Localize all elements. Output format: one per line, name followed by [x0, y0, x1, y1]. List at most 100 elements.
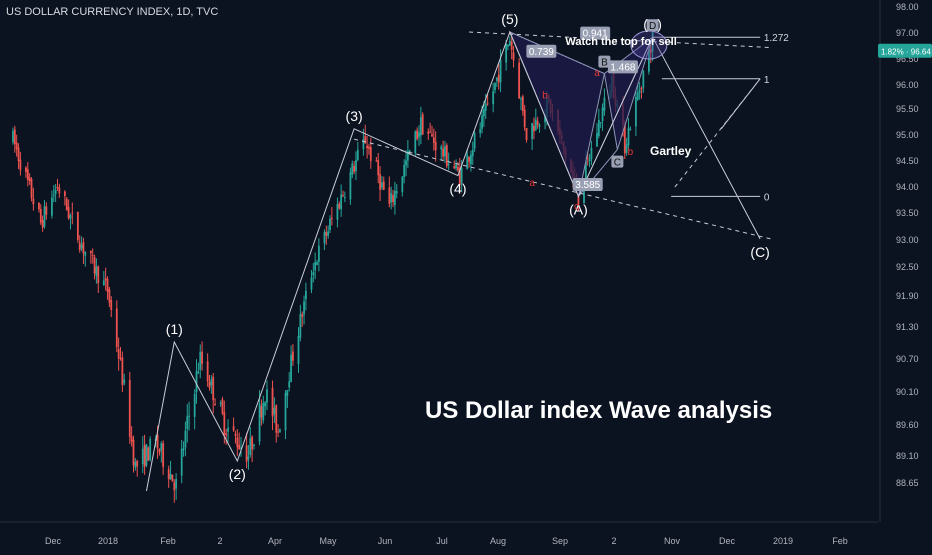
candle-body: [232, 426, 235, 431]
candle-body: [479, 129, 482, 133]
candle-body: [193, 393, 196, 417]
candle-body: [253, 444, 255, 446]
candle-body: [432, 137, 435, 143]
candle-body: [206, 361, 209, 382]
candle-body: [381, 182, 383, 188]
wave-label: (5): [501, 11, 518, 27]
candle-body: [158, 449, 161, 453]
candle-body: [279, 429, 281, 432]
candle-body: [336, 204, 339, 220]
candle-body: [471, 149, 474, 157]
candle-body: [314, 262, 317, 271]
candle-body: [453, 166, 456, 169]
candle-body: [486, 103, 489, 105]
candle-body: [406, 151, 409, 161]
candle-body: [505, 44, 508, 63]
chart-title: US DOLLAR CURRENCY INDEX, 1D, TVC: [6, 6, 219, 18]
candle-body: [104, 278, 107, 281]
x-tick-label: Apr: [268, 536, 282, 546]
price-badge: [878, 43, 932, 58]
candle-body: [78, 242, 81, 251]
candle-body: [89, 250, 92, 254]
candle-body: [301, 314, 304, 317]
candle-body: [377, 160, 380, 176]
candle-body: [262, 402, 265, 421]
candle-body: [356, 149, 359, 160]
candle-body: [599, 122, 602, 124]
x-tick-label: Aug: [490, 536, 506, 546]
candle-body: [523, 109, 526, 128]
candle-body: [388, 187, 391, 204]
candle-body: [458, 168, 461, 186]
price-badge-text: 1.82% · 96.64: [881, 48, 931, 57]
candle-body: [642, 71, 645, 88]
candle-body: [447, 163, 450, 165]
candle-body: [277, 431, 279, 433]
x-tick-label: 2: [611, 536, 616, 546]
candle-body: [110, 300, 113, 311]
x-tick-label: Feb: [832, 536, 848, 546]
gartley-xb-line: [509, 31, 605, 75]
candle-body: [58, 187, 61, 194]
candle-body: [395, 191, 398, 194]
x-tick-label: Feb: [160, 536, 176, 546]
candle-body: [390, 193, 393, 203]
candle-body: [534, 119, 537, 131]
candle-body: [299, 314, 302, 338]
candle-body: [184, 430, 187, 448]
candle-body: [362, 138, 365, 150]
ratio-badge: [572, 178, 603, 191]
y-tick-label: 97.00: [896, 28, 919, 38]
candle-body: [41, 219, 44, 228]
candle-body: [199, 351, 202, 370]
candle-body: [221, 399, 224, 414]
candle-body: [132, 439, 135, 466]
candle-body: [208, 382, 211, 388]
candle-body: [401, 176, 404, 193]
candle-body: [143, 445, 146, 467]
candle-body: [38, 202, 40, 210]
fib-trend-line-3: [720, 78, 761, 130]
y-tick-label: 94.00: [896, 182, 919, 192]
candle-body: [482, 109, 485, 117]
candle-body: [108, 289, 111, 303]
candle-body: [17, 147, 20, 161]
candle-body: [421, 114, 424, 135]
candle-body: [266, 389, 268, 403]
candle-body: [586, 157, 589, 159]
candle-body: [247, 456, 250, 460]
candle-body: [329, 218, 331, 231]
candle-body: [492, 91, 495, 105]
sub-wave-label: c: [574, 201, 579, 212]
candle-body: [130, 436, 133, 442]
candle-body: [210, 379, 213, 386]
candle-body: [297, 336, 300, 364]
sub-wave-label: a: [529, 178, 535, 189]
x-tick-label: Sep: [552, 536, 568, 546]
candle-body: [106, 278, 109, 292]
candle-body: [434, 141, 437, 151]
ratio-label: 1.468: [610, 62, 635, 73]
candle-body: [141, 448, 144, 465]
candle-body: [227, 427, 229, 432]
fib-level-label: 0: [764, 192, 770, 203]
candle-body: [173, 482, 176, 491]
candle-body: [71, 212, 74, 214]
headline: US Dollar index Wave analysis: [425, 397, 772, 424]
candle-body: [507, 44, 509, 47]
candle-body: [95, 266, 98, 277]
y-tick-label: 95.00: [896, 130, 919, 140]
candle-body: [292, 351, 294, 361]
candle-body: [93, 257, 96, 274]
gartley-point-label: D: [649, 21, 656, 32]
x-tick-label: 2018: [98, 536, 118, 546]
candle-body: [444, 146, 446, 157]
candle-body: [258, 403, 261, 442]
candle-body: [84, 251, 87, 256]
candle-body: [290, 354, 292, 383]
ratio-label: 0.941: [583, 29, 608, 40]
candle-body: [43, 205, 46, 227]
candle-body: [640, 87, 643, 90]
